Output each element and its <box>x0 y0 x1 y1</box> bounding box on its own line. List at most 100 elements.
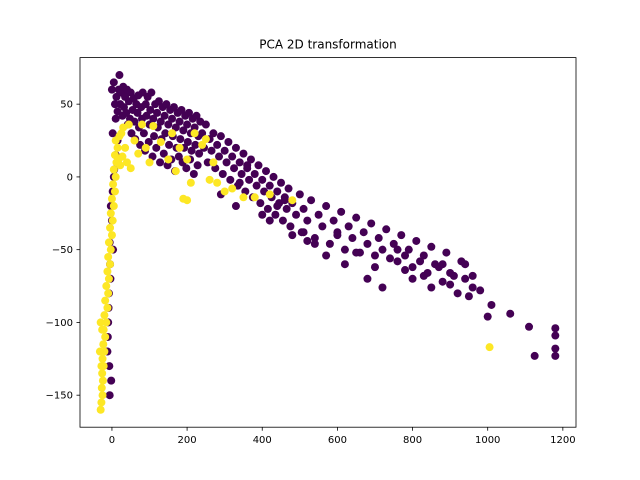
data-point <box>235 178 244 187</box>
data-point <box>139 129 148 138</box>
data-point <box>231 143 240 152</box>
data-point <box>303 236 312 245</box>
data-point <box>145 158 154 167</box>
data-point <box>150 132 159 141</box>
data-point <box>265 190 274 199</box>
y-tick-label: 50 <box>60 100 73 111</box>
data-point <box>292 210 301 219</box>
data-point <box>179 194 188 203</box>
data-point <box>284 184 293 193</box>
data-point <box>187 146 196 155</box>
data-point <box>98 376 107 385</box>
data-point <box>461 274 470 283</box>
data-point <box>220 146 229 155</box>
data-point <box>109 78 118 87</box>
data-point <box>111 172 120 181</box>
data-point <box>340 245 349 254</box>
data-point <box>183 138 192 146</box>
data-point <box>280 196 289 205</box>
data-point <box>149 121 158 130</box>
data-point <box>378 283 387 292</box>
data-point <box>254 161 263 170</box>
data-point <box>184 108 193 117</box>
data-point <box>237 170 246 179</box>
data-point <box>427 242 436 251</box>
data-point <box>215 152 224 161</box>
data-point <box>228 184 237 193</box>
data-point <box>273 187 282 196</box>
data-point <box>105 391 114 400</box>
data-point <box>127 129 136 138</box>
data-point <box>106 223 115 232</box>
data-point <box>412 236 421 245</box>
data-point <box>105 362 114 371</box>
data-point <box>344 222 353 231</box>
data-point <box>382 225 391 234</box>
data-point <box>551 324 560 333</box>
data-point <box>314 210 323 219</box>
data-point <box>183 155 192 164</box>
data-point <box>299 204 308 213</box>
data-point <box>278 216 287 225</box>
data-point <box>156 117 165 126</box>
y-tick-label: −100 <box>46 318 73 329</box>
data-point <box>252 181 261 190</box>
data-point <box>468 283 477 292</box>
y-tick-label: −50 <box>52 245 73 256</box>
data-point <box>108 129 117 138</box>
data-point <box>408 274 417 283</box>
data-point <box>160 111 169 120</box>
data-point <box>161 129 170 138</box>
data-point <box>168 129 177 138</box>
data-point <box>333 231 342 240</box>
data-point <box>203 158 212 167</box>
data-point <box>189 170 198 179</box>
data-point <box>153 108 162 117</box>
data-point <box>235 158 244 167</box>
data-point <box>109 202 118 211</box>
data-point <box>487 300 496 309</box>
data-point <box>318 222 327 231</box>
data-point <box>97 398 106 407</box>
data-point <box>209 158 218 167</box>
data-point <box>442 248 451 257</box>
data-point <box>393 245 402 254</box>
data-point <box>239 149 248 158</box>
data-point <box>193 161 202 170</box>
data-point <box>216 132 225 141</box>
data-point <box>113 143 122 152</box>
data-point <box>109 180 118 189</box>
data-point <box>461 260 470 269</box>
data-point <box>98 325 107 334</box>
data-point <box>205 175 214 184</box>
data-point <box>363 239 372 248</box>
chart-title: PCA 2D transformation <box>259 38 397 52</box>
data-point <box>286 222 295 231</box>
data-point <box>370 263 379 272</box>
data-point <box>156 158 165 167</box>
data-point <box>401 251 410 260</box>
data-point <box>163 161 172 170</box>
y-axis: −150 −100 −50 0 50 <box>46 100 80 402</box>
data-point <box>401 266 410 275</box>
data-point <box>130 136 139 145</box>
data-point <box>101 296 110 305</box>
data-point <box>282 204 291 213</box>
data-point <box>103 303 112 312</box>
data-point <box>288 196 297 205</box>
data-point <box>174 152 183 161</box>
data-point <box>446 280 455 289</box>
x-axis: 0 200 400 600 800 1000 1200 <box>109 427 576 446</box>
data-point <box>449 271 458 280</box>
data-point <box>419 251 428 260</box>
data-point <box>363 274 372 283</box>
data-point <box>307 196 316 205</box>
data-point <box>551 351 560 360</box>
data-point <box>104 289 113 298</box>
data-point <box>103 267 112 276</box>
data-point <box>228 152 237 161</box>
data-point <box>186 178 195 187</box>
data-point <box>209 129 218 138</box>
data-point <box>325 239 334 248</box>
